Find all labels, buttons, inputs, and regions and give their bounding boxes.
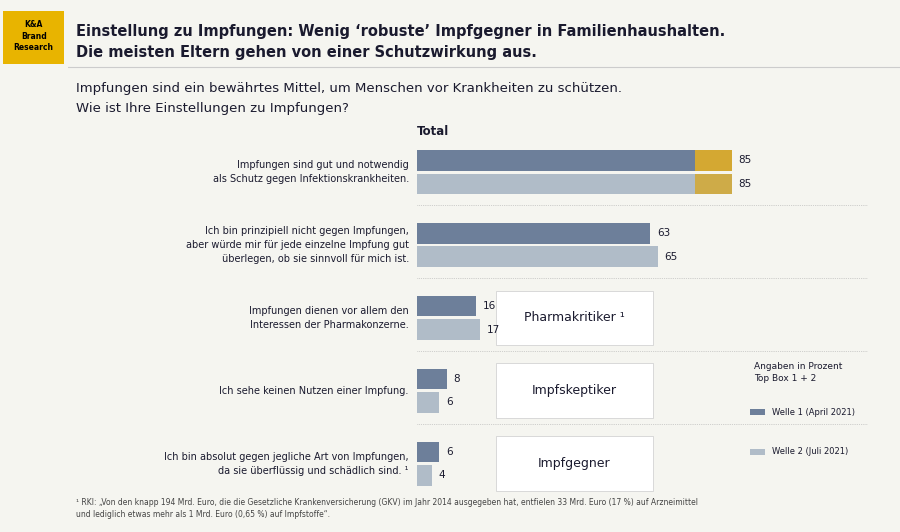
Text: Wie ist Ihre Einstellungen zu Impfungen?: Wie ist Ihre Einstellungen zu Impfungen? (76, 102, 348, 115)
Text: 85: 85 (738, 155, 752, 165)
Text: Welle 1 (April 2021): Welle 1 (April 2021) (772, 408, 855, 417)
Bar (417, 150, 732, 171)
Bar (496, 436, 652, 491)
Text: K&A
Brand
Research: K&A Brand Research (14, 20, 54, 53)
Text: 16: 16 (483, 301, 496, 311)
Bar (417, 465, 432, 486)
Bar (417, 392, 439, 413)
FancyBboxPatch shape (4, 11, 64, 64)
Bar (496, 290, 652, 345)
Bar (695, 150, 732, 171)
Bar (417, 296, 476, 317)
Bar (417, 369, 446, 389)
Bar (417, 173, 732, 194)
Bar (417, 223, 650, 244)
Bar (417, 246, 658, 267)
Text: Pharmakritiker ¹: Pharmakritiker ¹ (524, 311, 625, 325)
Text: 6: 6 (446, 397, 453, 408)
Text: Ich bin absolut gegen jegliche Art von Impfungen,
da sie überflüssig und schädli: Ich bin absolut gegen jegliche Art von I… (164, 452, 409, 476)
Bar (417, 319, 480, 340)
Text: Einstellung zu Impfungen: Wenig ‘robuste’ Impfgegner in Familienhaushalten.: Einstellung zu Impfungen: Wenig ‘robuste… (76, 24, 725, 39)
Text: Ich sehe keinen Nutzen einer Impfung.: Ich sehe keinen Nutzen einer Impfung. (220, 386, 409, 396)
Text: Welle 2 (Juli 2021): Welle 2 (Juli 2021) (772, 447, 848, 456)
Text: Impfungen sind gut und notwendig
als Schutz gegen Infektionskrankheiten.: Impfungen sind gut und notwendig als Sch… (212, 160, 409, 184)
Text: 63: 63 (657, 228, 670, 238)
Text: ¹ RKI: „Von den knapp 194 Mrd. Euro, die die Gesetzliche Krankenversicherung (GK: ¹ RKI: „Von den knapp 194 Mrd. Euro, die… (76, 498, 698, 519)
Text: Impfskeptiker: Impfskeptiker (532, 384, 616, 397)
Bar (695, 173, 732, 194)
Text: 6: 6 (446, 447, 453, 457)
Text: Impfungen dienen vor allem den
Interessen der Pharmakonzerne.: Impfungen dienen vor allem den Interesse… (249, 306, 409, 330)
Text: 85: 85 (738, 179, 752, 189)
Bar (751, 409, 765, 415)
Text: 65: 65 (664, 252, 678, 262)
Text: 8: 8 (454, 374, 460, 384)
Bar (417, 442, 439, 462)
Text: Ich bin prinzipiell nicht gegen Impfungen,
aber würde mir für jede einzelne Impf: Ich bin prinzipiell nicht gegen Impfunge… (185, 226, 409, 264)
Text: Impfungen sind ein bewährtes Mittel, um Menschen vor Krankheiten zu schützen.: Impfungen sind ein bewährtes Mittel, um … (76, 82, 622, 95)
Text: Angaben in Prozent
Top Box 1 + 2: Angaben in Prozent Top Box 1 + 2 (754, 362, 842, 383)
Text: 17: 17 (487, 325, 500, 335)
Bar (751, 449, 765, 455)
Bar (496, 363, 652, 418)
Text: Impfgegner: Impfgegner (538, 457, 611, 470)
Text: Die meisten Eltern gehen von einer Schutzwirkung aus.: Die meisten Eltern gehen von einer Schut… (76, 45, 536, 60)
Text: 4: 4 (438, 470, 446, 480)
Text: Total: Total (417, 125, 449, 138)
